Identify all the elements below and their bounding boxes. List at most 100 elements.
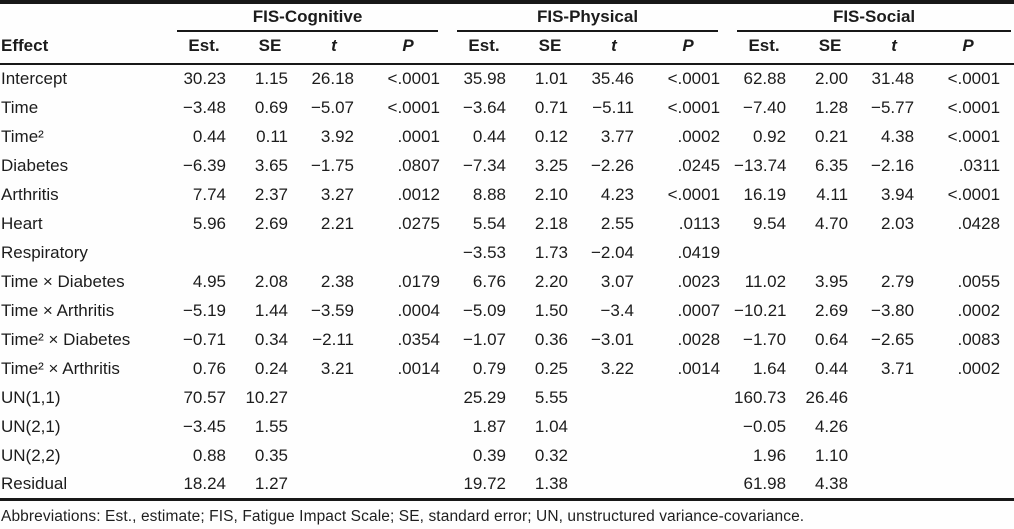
value-cell: 4.95 [192, 271, 226, 291]
value-cell [586, 441, 652, 470]
table-body: Intercept 30.23 1.15 26.18 <.0001 35.98 1.01 35… [0, 64, 1014, 500]
value-cell: 26.46 [805, 387, 849, 407]
value-cell: −2.11 [312, 329, 354, 349]
value-cell [586, 383, 652, 412]
value-cell: 4.23 [600, 184, 634, 204]
value-cell: 1.01 [534, 69, 568, 88]
value-cell: 2.08 [254, 271, 288, 291]
effect-label: Arthritis [1, 184, 59, 204]
table-row: Intercept 30.23 1.15 26.18 <.0001 35.98 1.01 35… [0, 64, 1014, 93]
value-cell: 70.57 [183, 387, 226, 407]
value-cell: .0012 [397, 184, 440, 204]
value-cell: 2.69 [254, 213, 288, 233]
value-cell: 2.18 [534, 213, 568, 233]
value-cell: 5.96 [192, 213, 226, 233]
column-header-p: P [652, 32, 735, 65]
value-cell [866, 441, 932, 470]
value-cell: 3.77 [600, 126, 634, 146]
value-cell [866, 412, 932, 441]
value-cell: −3.45 [182, 416, 226, 436]
group-header-fis-cognitive: FIS-Cognitive [174, 2, 454, 32]
value-cell: 2.21 [320, 213, 354, 233]
group-label: FIS-Cognitive [177, 7, 438, 32]
value-cell: 35.46 [591, 69, 634, 88]
value-cell: 2.55 [600, 213, 634, 233]
value-cell: 0.92 [752, 126, 787, 146]
value-cell: 4.11 [816, 184, 849, 204]
value-cell [586, 470, 652, 500]
value-cell: −0.71 [182, 329, 226, 349]
group-header-fis-social: FIS-Social [734, 2, 1014, 32]
value-cell: 0.76 [192, 358, 226, 378]
table-row: Heart 5.96 2.69 2.21 .0275 5.54 2.18 2.55 .0113 9… [0, 209, 1014, 238]
value-cell [932, 238, 1014, 267]
value-cell: 3.25 [534, 155, 568, 175]
table-row: Arthritis 7.74 2.37 3.27 .0012 8.88 2.10 4.23 <.… [0, 180, 1014, 209]
table-row: Time × Arthritis −5.19 1.44 −3.59 .0004 −5.09… [0, 296, 1014, 325]
value-cell: 3.22 [600, 358, 634, 378]
value-cell [652, 441, 734, 470]
column-header-p: P [372, 32, 454, 65]
value-cell: .0083 [957, 329, 1001, 349]
value-cell: <.0001 [947, 69, 1001, 88]
value-cell: −3.80 [871, 300, 915, 320]
value-cell: .0354 [397, 329, 440, 349]
effect-label: Time² [1, 126, 44, 146]
value-cell [306, 383, 372, 412]
value-cell [652, 412, 734, 441]
value-cell: −3.59 [310, 300, 354, 320]
value-cell: .0419 [677, 242, 721, 262]
value-cell: 0.36 [534, 329, 568, 349]
value-cell: 2.00 [814, 69, 849, 88]
value-cell: −3.01 [590, 329, 634, 349]
value-cell: 0.79 [472, 358, 506, 378]
value-cell: 1.15 [254, 69, 288, 88]
value-cell [174, 238, 244, 267]
value-cell: 1.87 [472, 416, 506, 436]
value-cell: .0004 [397, 300, 440, 320]
value-cell: <.0001 [667, 97, 721, 117]
value-cell: <.0001 [387, 97, 440, 117]
value-cell: 0.12 [534, 126, 568, 146]
value-cell: 25.29 [463, 387, 506, 407]
group-header-spacer [0, 2, 174, 32]
value-cell: −1.70 [743, 329, 787, 349]
table-row: Time² × Arthritis 0.76 0.24 3.21 .0014 0.79 0.… [0, 354, 1014, 383]
value-cell: .0113 [678, 213, 721, 233]
value-cell [586, 412, 652, 441]
effect-label: Time² × Arthritis [1, 358, 120, 378]
value-cell: 4.38 [880, 126, 915, 146]
value-cell: 0.32 [534, 445, 568, 465]
effect-label: Time² × Diabetes [1, 329, 131, 349]
value-cell: −5.77 [871, 97, 915, 117]
value-cell: .0002 [957, 300, 1001, 320]
value-cell: −5.11 [592, 97, 634, 117]
value-cell: 0.11 [256, 126, 288, 146]
value-cell: .0807 [397, 155, 440, 175]
abbreviations-footnote: Abbreviations: Est., estimate; FIS, Fati… [1, 508, 805, 525]
value-cell: .0002 [957, 358, 1001, 378]
value-cell [932, 470, 1014, 500]
value-cell: 0.44 [814, 358, 849, 378]
value-cell: .0007 [677, 300, 721, 320]
value-cell: −7.40 [743, 97, 787, 117]
value-cell: .0428 [957, 213, 1001, 233]
effect-label: Residual [1, 474, 68, 493]
value-cell [652, 470, 734, 500]
value-cell: 2.38 [320, 271, 354, 291]
value-cell: .0311 [958, 155, 1001, 175]
value-cell: −1.75 [310, 155, 354, 175]
value-cell [306, 470, 372, 500]
column-header-se: SE [804, 32, 867, 65]
value-cell: 3.95 [814, 271, 849, 291]
value-cell [866, 470, 932, 500]
value-cell: 5.54 [472, 213, 506, 233]
value-cell: 10.27 [245, 387, 288, 407]
value-cell: −6.39 [182, 155, 226, 175]
value-cell: 18.24 [183, 474, 226, 493]
effect-label: Time × Arthritis [1, 300, 115, 320]
value-cell: .0179 [397, 271, 440, 291]
group-header-row: FIS-Cognitive FIS-Physical FIS-Social [0, 2, 1014, 32]
value-cell [866, 238, 932, 267]
value-cell: −5.19 [182, 300, 226, 320]
